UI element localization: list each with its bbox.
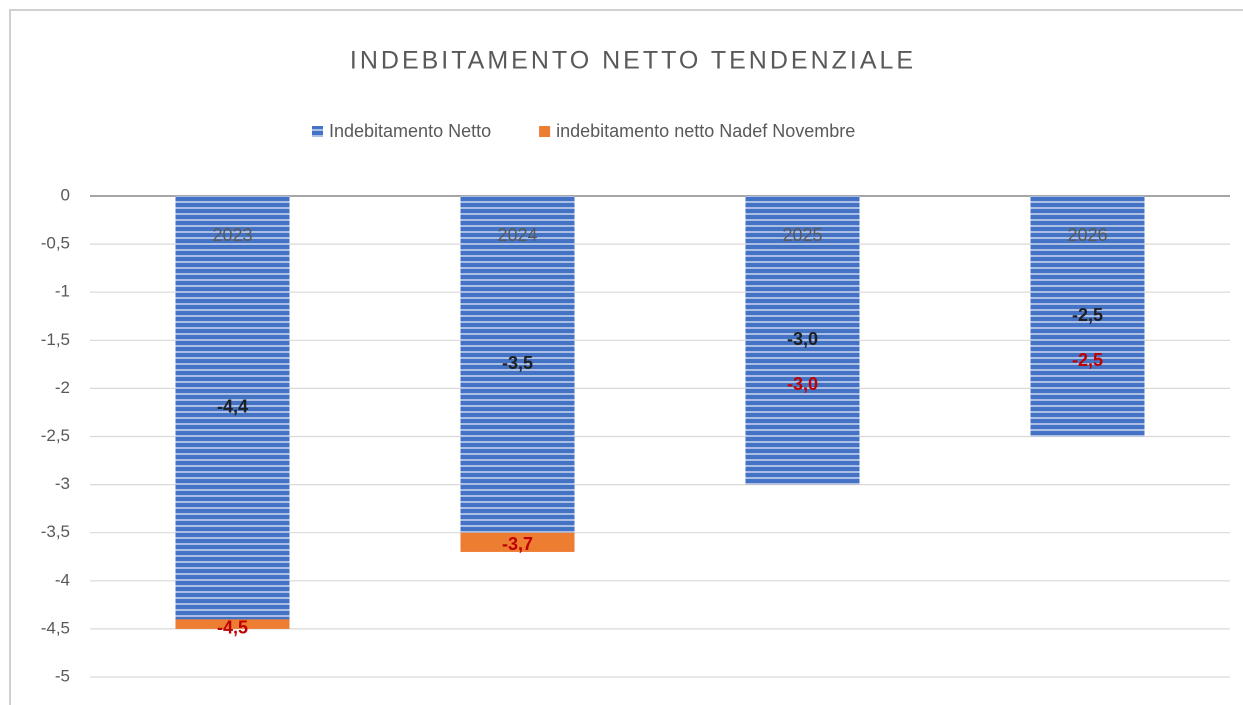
bar: [1030, 196, 1145, 437]
y-tick-label: -0,5: [41, 234, 70, 253]
value-label: -3,5: [502, 353, 533, 373]
value-label: -4,4: [217, 396, 248, 416]
y-tick-label: -1: [55, 282, 70, 301]
y-tick-label: -5: [55, 666, 70, 685]
value-label: -4,5: [217, 618, 248, 638]
value-label: -2,5: [1072, 305, 1103, 325]
category-label: 2025: [782, 225, 822, 245]
value-label: -2,5: [1072, 350, 1103, 370]
y-tick-label: -3: [55, 474, 70, 493]
legend-label: indebitamento netto Nadef Novembre: [556, 121, 855, 141]
chart-title: INDEBITAMENTO NETTO TENDENZIALE: [350, 47, 916, 75]
legend-label: Indebitamento Netto: [329, 121, 491, 141]
category-label: 2024: [497, 225, 537, 245]
value-label: -3,7: [502, 534, 533, 554]
y-tick-label: -1,5: [41, 330, 70, 349]
y-tick-label: -2: [55, 378, 70, 397]
category-label: 2026: [1067, 225, 1107, 245]
legend-swatch: [312, 126, 323, 137]
y-tick-label: -4,5: [41, 618, 70, 637]
y-tick-label: -4: [55, 570, 70, 589]
y-tick-label: -3,5: [41, 522, 70, 541]
bar: [460, 196, 575, 533]
bar: [175, 196, 290, 620]
value-label: -3,0: [787, 374, 818, 394]
bar: [745, 196, 860, 485]
category-label: 2023: [212, 225, 252, 245]
legend-swatch: [539, 126, 551, 137]
value-label: -3,0: [787, 329, 818, 349]
y-tick-label: -2,5: [41, 426, 70, 445]
y-tick-label: 0: [61, 185, 70, 204]
frame: [9, 9, 1243, 705]
